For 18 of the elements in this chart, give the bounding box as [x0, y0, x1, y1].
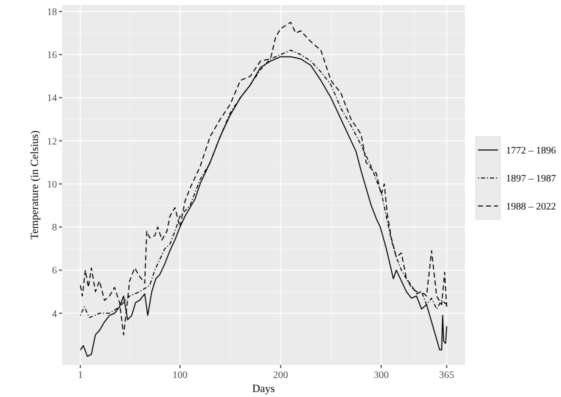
y-tick-label: 4: [52, 308, 57, 320]
legend-label: 1772 – 1896: [506, 146, 556, 156]
x-tick-label: 365: [439, 370, 454, 381]
x-tick-label: 100: [172, 370, 188, 381]
x-tick-label: 1: [78, 370, 83, 381]
legend-label: 1897 – 1987: [506, 174, 556, 184]
y-tick-label: 10: [47, 179, 57, 190]
y-tick-label: 14: [47, 93, 57, 104]
y-tick-label: 16: [47, 50, 57, 62]
y-tick-label: 18: [47, 6, 57, 18]
y-axis-title: Temperature (in Celsius): [29, 130, 41, 240]
legend-label: 1988 – 2022: [506, 202, 556, 212]
x-axis-title: Days: [252, 383, 275, 395]
y-tick-label: 12: [47, 136, 57, 148]
x-tick-label: 200: [273, 370, 288, 381]
y-tick-label: 8: [52, 222, 57, 234]
x-tick-label: 300: [374, 370, 389, 381]
y-tick-label: 6: [52, 266, 57, 277]
